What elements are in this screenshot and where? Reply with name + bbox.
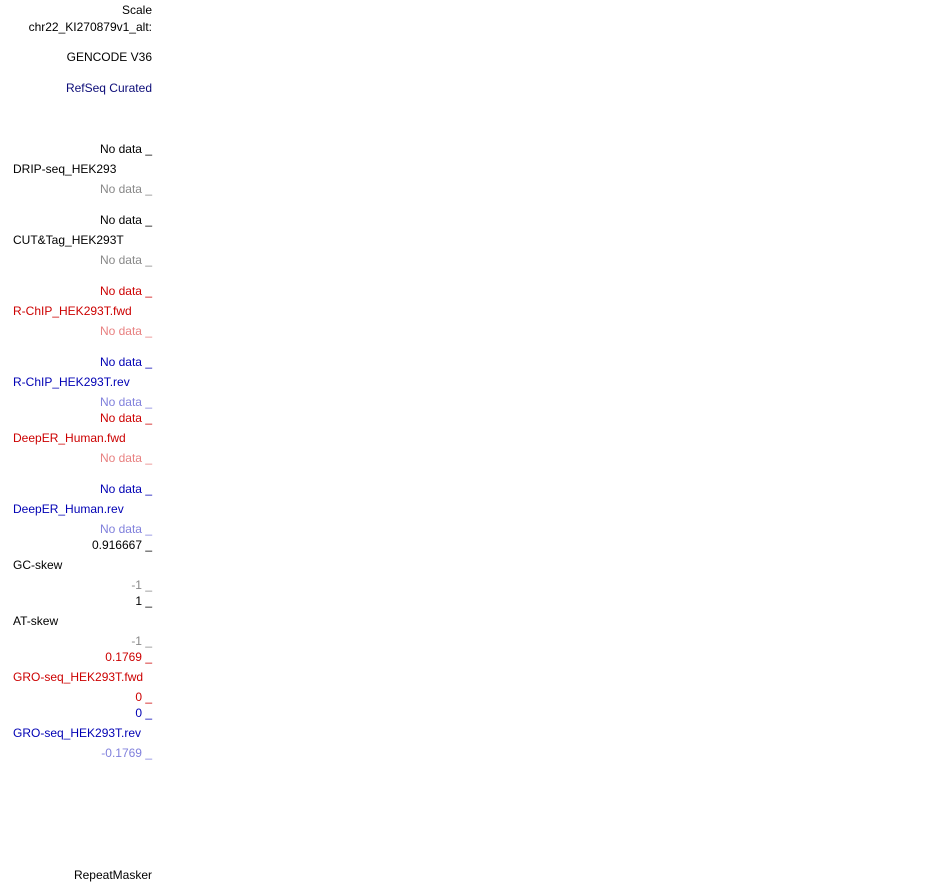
min-value-label: -0.1769 _ — [101, 746, 152, 760]
track-name[interactable]: CUT&Tag_HEK293T — [13, 233, 124, 247]
max-value-label: 0.916667 _ — [91, 538, 152, 552]
track-label[interactable]: GENCODE V36 — [66, 50, 152, 64]
max-value-label: No data _ — [99, 355, 152, 369]
max-value-label: 1 _ — [135, 594, 152, 608]
max-value-label: 0 _ — [135, 706, 152, 720]
max-value-label: No data _ — [99, 142, 152, 156]
track-name[interactable]: DeepER_Human.rev — [13, 502, 124, 516]
min-value-label: No data _ — [99, 522, 152, 536]
track-name[interactable]: GC-skew — [13, 558, 63, 572]
max-value-label: No data _ — [99, 482, 152, 496]
track-name[interactable]: DeepER_Human.fwd — [13, 431, 126, 445]
track-name[interactable]: R-ChIP_HEK293T.rev — [13, 375, 130, 389]
track-label[interactable]: RepeatMasker — [73, 868, 152, 882]
max-value-label: 0.1769 _ — [105, 650, 152, 664]
min-value-label: No data _ — [99, 451, 152, 465]
min-value-label: -1 _ — [131, 634, 152, 648]
scale-label: Scale — [121, 3, 152, 17]
max-value-label: No data _ — [99, 284, 152, 298]
max-value-label: No data _ — [99, 213, 152, 227]
min-value-label: -1 _ — [131, 578, 152, 592]
track-name[interactable]: GRO-seq_HEK293T.fwd — [13, 670, 144, 684]
track-name[interactable]: R-ChIP_HEK293T.fwd — [13, 304, 132, 318]
min-value-label: No data _ — [99, 253, 152, 267]
min-value-label: No data _ — [99, 324, 152, 338]
track-label[interactable]: RefSeq Curated — [65, 81, 152, 95]
track-name[interactable]: GRO-seq_HEK293T.rev — [13, 726, 142, 740]
chromosome-label: chr22_KI270879v1_alt: — [28, 20, 152, 34]
track-name[interactable]: AT-skew — [13, 614, 59, 628]
min-value-label: No data _ — [99, 395, 152, 409]
min-value-label: 0 _ — [135, 690, 152, 704]
track-name[interactable]: DRIP-seq_HEK293 — [13, 162, 117, 176]
max-value-label: No data _ — [99, 411, 152, 425]
min-value-label: No data _ — [99, 182, 152, 196]
